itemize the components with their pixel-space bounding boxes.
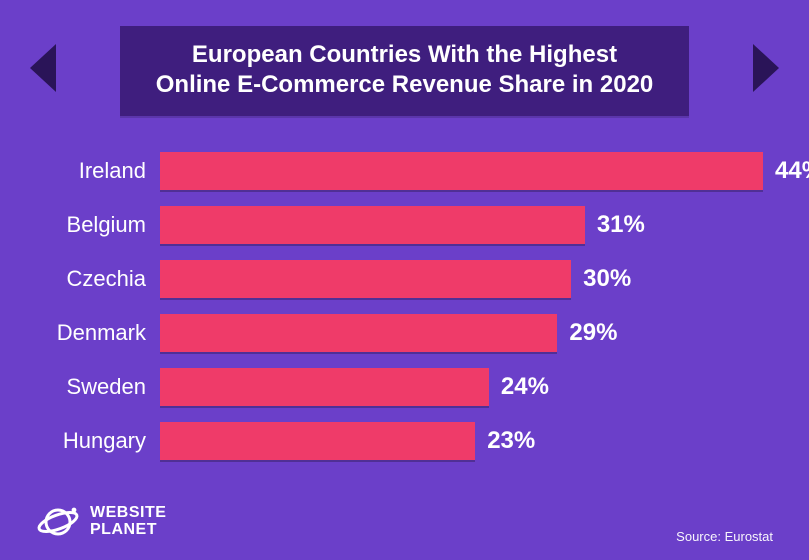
bar-row: Denmark 29%: [36, 314, 763, 352]
category-label: Ireland: [36, 158, 146, 184]
value-label: 44%: [775, 157, 809, 185]
title-banner-body: European Countries With the Highest Onli…: [120, 26, 690, 116]
bar-track: 23%: [160, 422, 763, 460]
ribbon-tail-right: [753, 44, 779, 92]
category-label: Hungary: [36, 428, 146, 454]
brand-line-2: PLANET: [90, 522, 166, 539]
bar-track: 31%: [160, 206, 763, 244]
bar-track: 30%: [160, 260, 763, 298]
bar-fill: [160, 314, 557, 352]
bar-row: Hungary 23%: [36, 422, 763, 460]
bar-fill: [160, 260, 571, 298]
bar-row: Czechia 30%: [36, 260, 763, 298]
title-banner: European Countries With the Highest Onli…: [36, 26, 773, 116]
title-line-1: European Countries With the Highest: [156, 40, 654, 70]
source-label: Source: Eurostat: [676, 529, 773, 544]
value-label: 30%: [583, 265, 631, 293]
bar-track: 24%: [160, 368, 763, 406]
planet-icon: [36, 500, 80, 544]
value-label: 24%: [501, 373, 549, 401]
title-line-2: Online E-Commerce Revenue Share in 2020: [156, 70, 654, 100]
value-label: 29%: [569, 319, 617, 347]
bar-track: 29%: [160, 314, 763, 352]
brand-logo: WEBSITE PLANET: [36, 500, 166, 544]
brand-line-1: WEBSITE: [90, 505, 166, 522]
bar-fill: [160, 206, 585, 244]
bar-row: Sweden 24%: [36, 368, 763, 406]
footer: WEBSITE PLANET Source: Eurostat: [36, 500, 773, 544]
value-label: 31%: [597, 211, 645, 239]
bar-row: Belgium 31%: [36, 206, 763, 244]
bar-chart: Ireland 44% Belgium 31% Czechia 30% Denmark 29%…: [36, 152, 773, 460]
ribbon-tail-left: [30, 44, 56, 92]
category-label: Belgium: [36, 212, 146, 238]
brand-text: WEBSITE PLANET: [90, 505, 166, 539]
category-label: Sweden: [36, 374, 146, 400]
value-label: 23%: [487, 427, 535, 455]
infographic-canvas: European Countries With the Highest Onli…: [0, 0, 809, 560]
category-label: Czechia: [36, 266, 146, 292]
bar-fill: [160, 368, 489, 406]
bar-fill: [160, 422, 475, 460]
bar-fill: [160, 152, 763, 190]
category-label: Denmark: [36, 320, 146, 346]
bar-track: 44%: [160, 152, 763, 190]
bar-row: Ireland 44%: [36, 152, 763, 190]
